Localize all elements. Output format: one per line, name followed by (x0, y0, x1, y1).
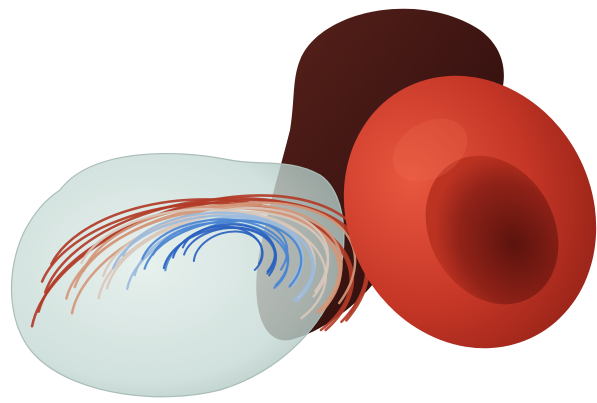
streamline (70, 201, 357, 315)
streamline (73, 207, 343, 314)
streamline (105, 211, 330, 298)
bright-red-cell (343, 75, 597, 349)
flow-streamlines (30, 194, 371, 332)
streamline (192, 230, 264, 265)
streamline (183, 226, 277, 275)
streamline (126, 217, 304, 291)
bright-red-cell-dimple (425, 155, 559, 305)
streamline (40, 201, 355, 332)
translucent-vessel (10, 152, 345, 398)
